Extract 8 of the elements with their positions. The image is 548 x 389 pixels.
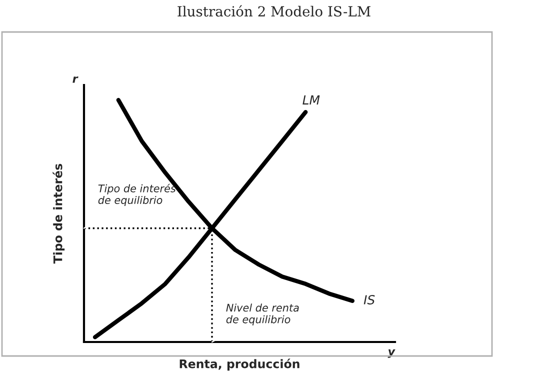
chart-title: Ilustración 2 Modelo IS-LM <box>178 5 370 17</box>
text: r <box>72 76 78 83</box>
x-axis-title: Renta, producción <box>180 358 300 371</box>
series-label: IS <box>364 295 375 304</box>
ref-line-label: Tipo de interés de equilibrio <box>98 184 176 206</box>
series-label: LM <box>302 95 320 104</box>
annotation: Nivel de renta de equilibrio <box>226 304 299 326</box>
y-axis-title: Tipo de interés <box>52 164 65 264</box>
